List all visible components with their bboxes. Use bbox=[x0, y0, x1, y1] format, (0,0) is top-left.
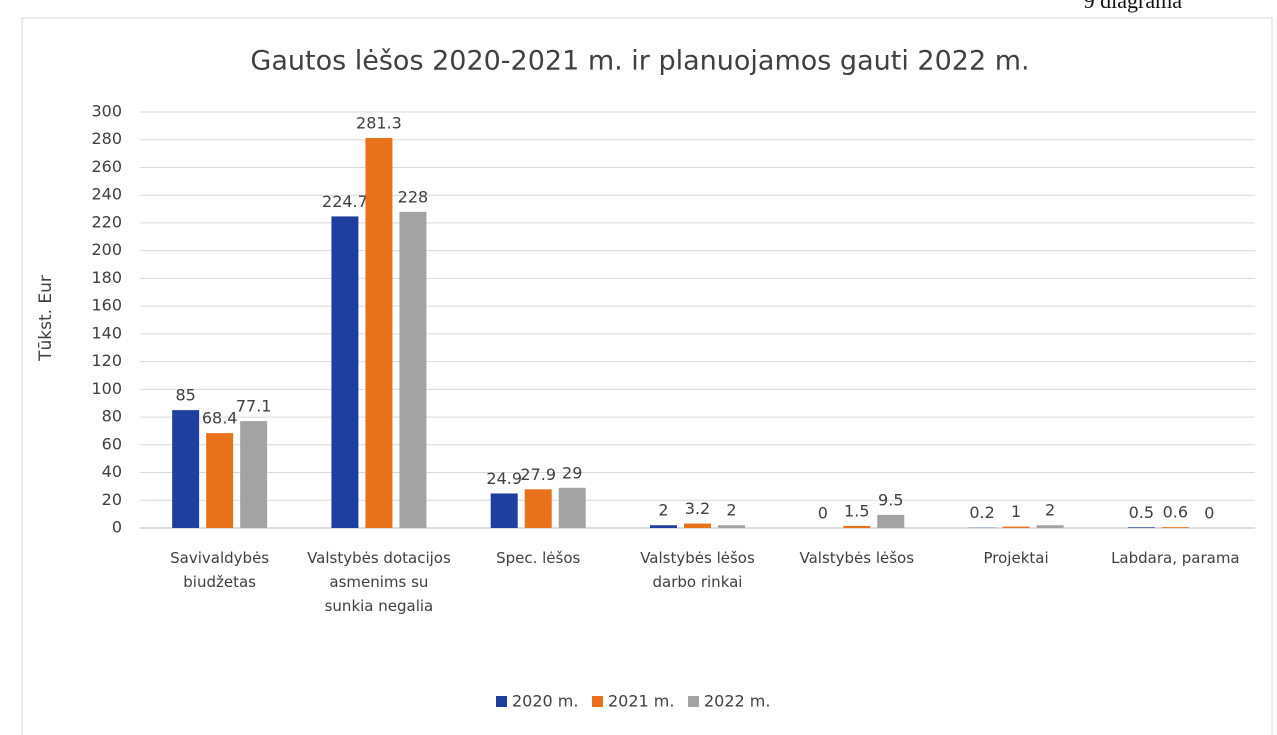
data-label: 9.5 bbox=[878, 490, 903, 509]
bar bbox=[172, 410, 200, 528]
data-label: 2 bbox=[726, 501, 736, 520]
data-label: 27.9 bbox=[520, 465, 556, 484]
data-label: 1.5 bbox=[844, 501, 869, 520]
data-label: 24.9 bbox=[486, 469, 522, 488]
data-label: 281.3 bbox=[356, 113, 402, 132]
data-label: 0.2 bbox=[969, 503, 994, 522]
y-tick-label: 140 bbox=[91, 323, 122, 342]
legend-label: 2022 m. bbox=[704, 692, 770, 711]
x-tick-label: Projektai bbox=[983, 549, 1049, 567]
x-tick-label: Valstybės dotacijos asmenims su sunkia n… bbox=[307, 549, 451, 615]
data-label: 0 bbox=[818, 504, 828, 523]
y-tick-label: 40 bbox=[102, 462, 122, 481]
legend-label: 2021 m. bbox=[608, 692, 674, 711]
y-tick-label: 160 bbox=[91, 296, 122, 315]
y-tick-label: 300 bbox=[91, 102, 122, 121]
annotation: 9 diagrama bbox=[1083, 0, 1182, 13]
bar bbox=[718, 525, 745, 528]
bar bbox=[240, 421, 268, 528]
y-tick-label: 280 bbox=[91, 129, 122, 148]
data-label: 228 bbox=[398, 187, 429, 206]
legend-swatch bbox=[592, 696, 603, 707]
x-tick-label: Spec. lėšos bbox=[496, 549, 581, 567]
y-tick-label: 100 bbox=[91, 379, 122, 398]
data-label: 2 bbox=[1045, 501, 1055, 520]
data-label: 0.6 bbox=[1163, 503, 1188, 522]
bar bbox=[524, 489, 552, 528]
bar bbox=[1127, 527, 1155, 528]
chart-title: Gautos lėšos 2020-2021 m. ir planuojamos… bbox=[250, 46, 1029, 77]
bar bbox=[331, 216, 359, 528]
bar bbox=[684, 523, 711, 528]
y-tick-label: 220 bbox=[91, 212, 122, 231]
chart-border bbox=[21, 17, 1273, 735]
y-tick-label: 240 bbox=[91, 185, 122, 204]
data-label: 0.5 bbox=[1129, 503, 1154, 522]
y-tick-label: 20 bbox=[102, 490, 122, 509]
bar bbox=[877, 514, 905, 528]
bar bbox=[1161, 527, 1189, 528]
data-label: 2 bbox=[658, 501, 668, 520]
y-tick-label: 260 bbox=[91, 157, 122, 176]
bar bbox=[558, 487, 586, 528]
y-tick-label: 80 bbox=[102, 407, 122, 426]
bar bbox=[399, 211, 427, 528]
y-tick-label: 200 bbox=[91, 240, 122, 259]
bar bbox=[1036, 525, 1064, 528]
data-label: 29 bbox=[562, 463, 582, 482]
legend-label: 2020 m. bbox=[512, 692, 578, 711]
data-label: 224.7 bbox=[322, 192, 368, 211]
y-axis-label: Tūkst. Eur bbox=[36, 275, 56, 362]
bar bbox=[650, 525, 677, 528]
y-tick-label: 180 bbox=[91, 268, 122, 287]
data-label: 0 bbox=[1204, 504, 1214, 523]
bar bbox=[490, 493, 518, 528]
y-tick-label: 0 bbox=[112, 518, 122, 537]
x-tick-label: Valstybės lėšos darbo rinkai bbox=[640, 549, 755, 591]
data-label: 85 bbox=[175, 386, 195, 405]
bar bbox=[1002, 526, 1030, 528]
data-label: 77.1 bbox=[236, 397, 272, 416]
x-tick-label: Savivaldybės biudžetas bbox=[170, 549, 270, 591]
data-label: 3.2 bbox=[685, 499, 710, 518]
y-tick-label: 60 bbox=[102, 434, 122, 453]
bar bbox=[206, 433, 234, 528]
x-tick-label: Valstybės lėšos bbox=[799, 549, 915, 567]
bar bbox=[365, 137, 393, 528]
bar bbox=[843, 525, 871, 528]
data-label: 68.4 bbox=[202, 409, 238, 428]
legend-swatch bbox=[496, 696, 507, 707]
data-label: 1 bbox=[1011, 502, 1021, 521]
y-tick-label: 120 bbox=[91, 351, 122, 370]
x-tick-label: Labdara, parama bbox=[1111, 549, 1240, 567]
legend-swatch bbox=[688, 696, 699, 707]
